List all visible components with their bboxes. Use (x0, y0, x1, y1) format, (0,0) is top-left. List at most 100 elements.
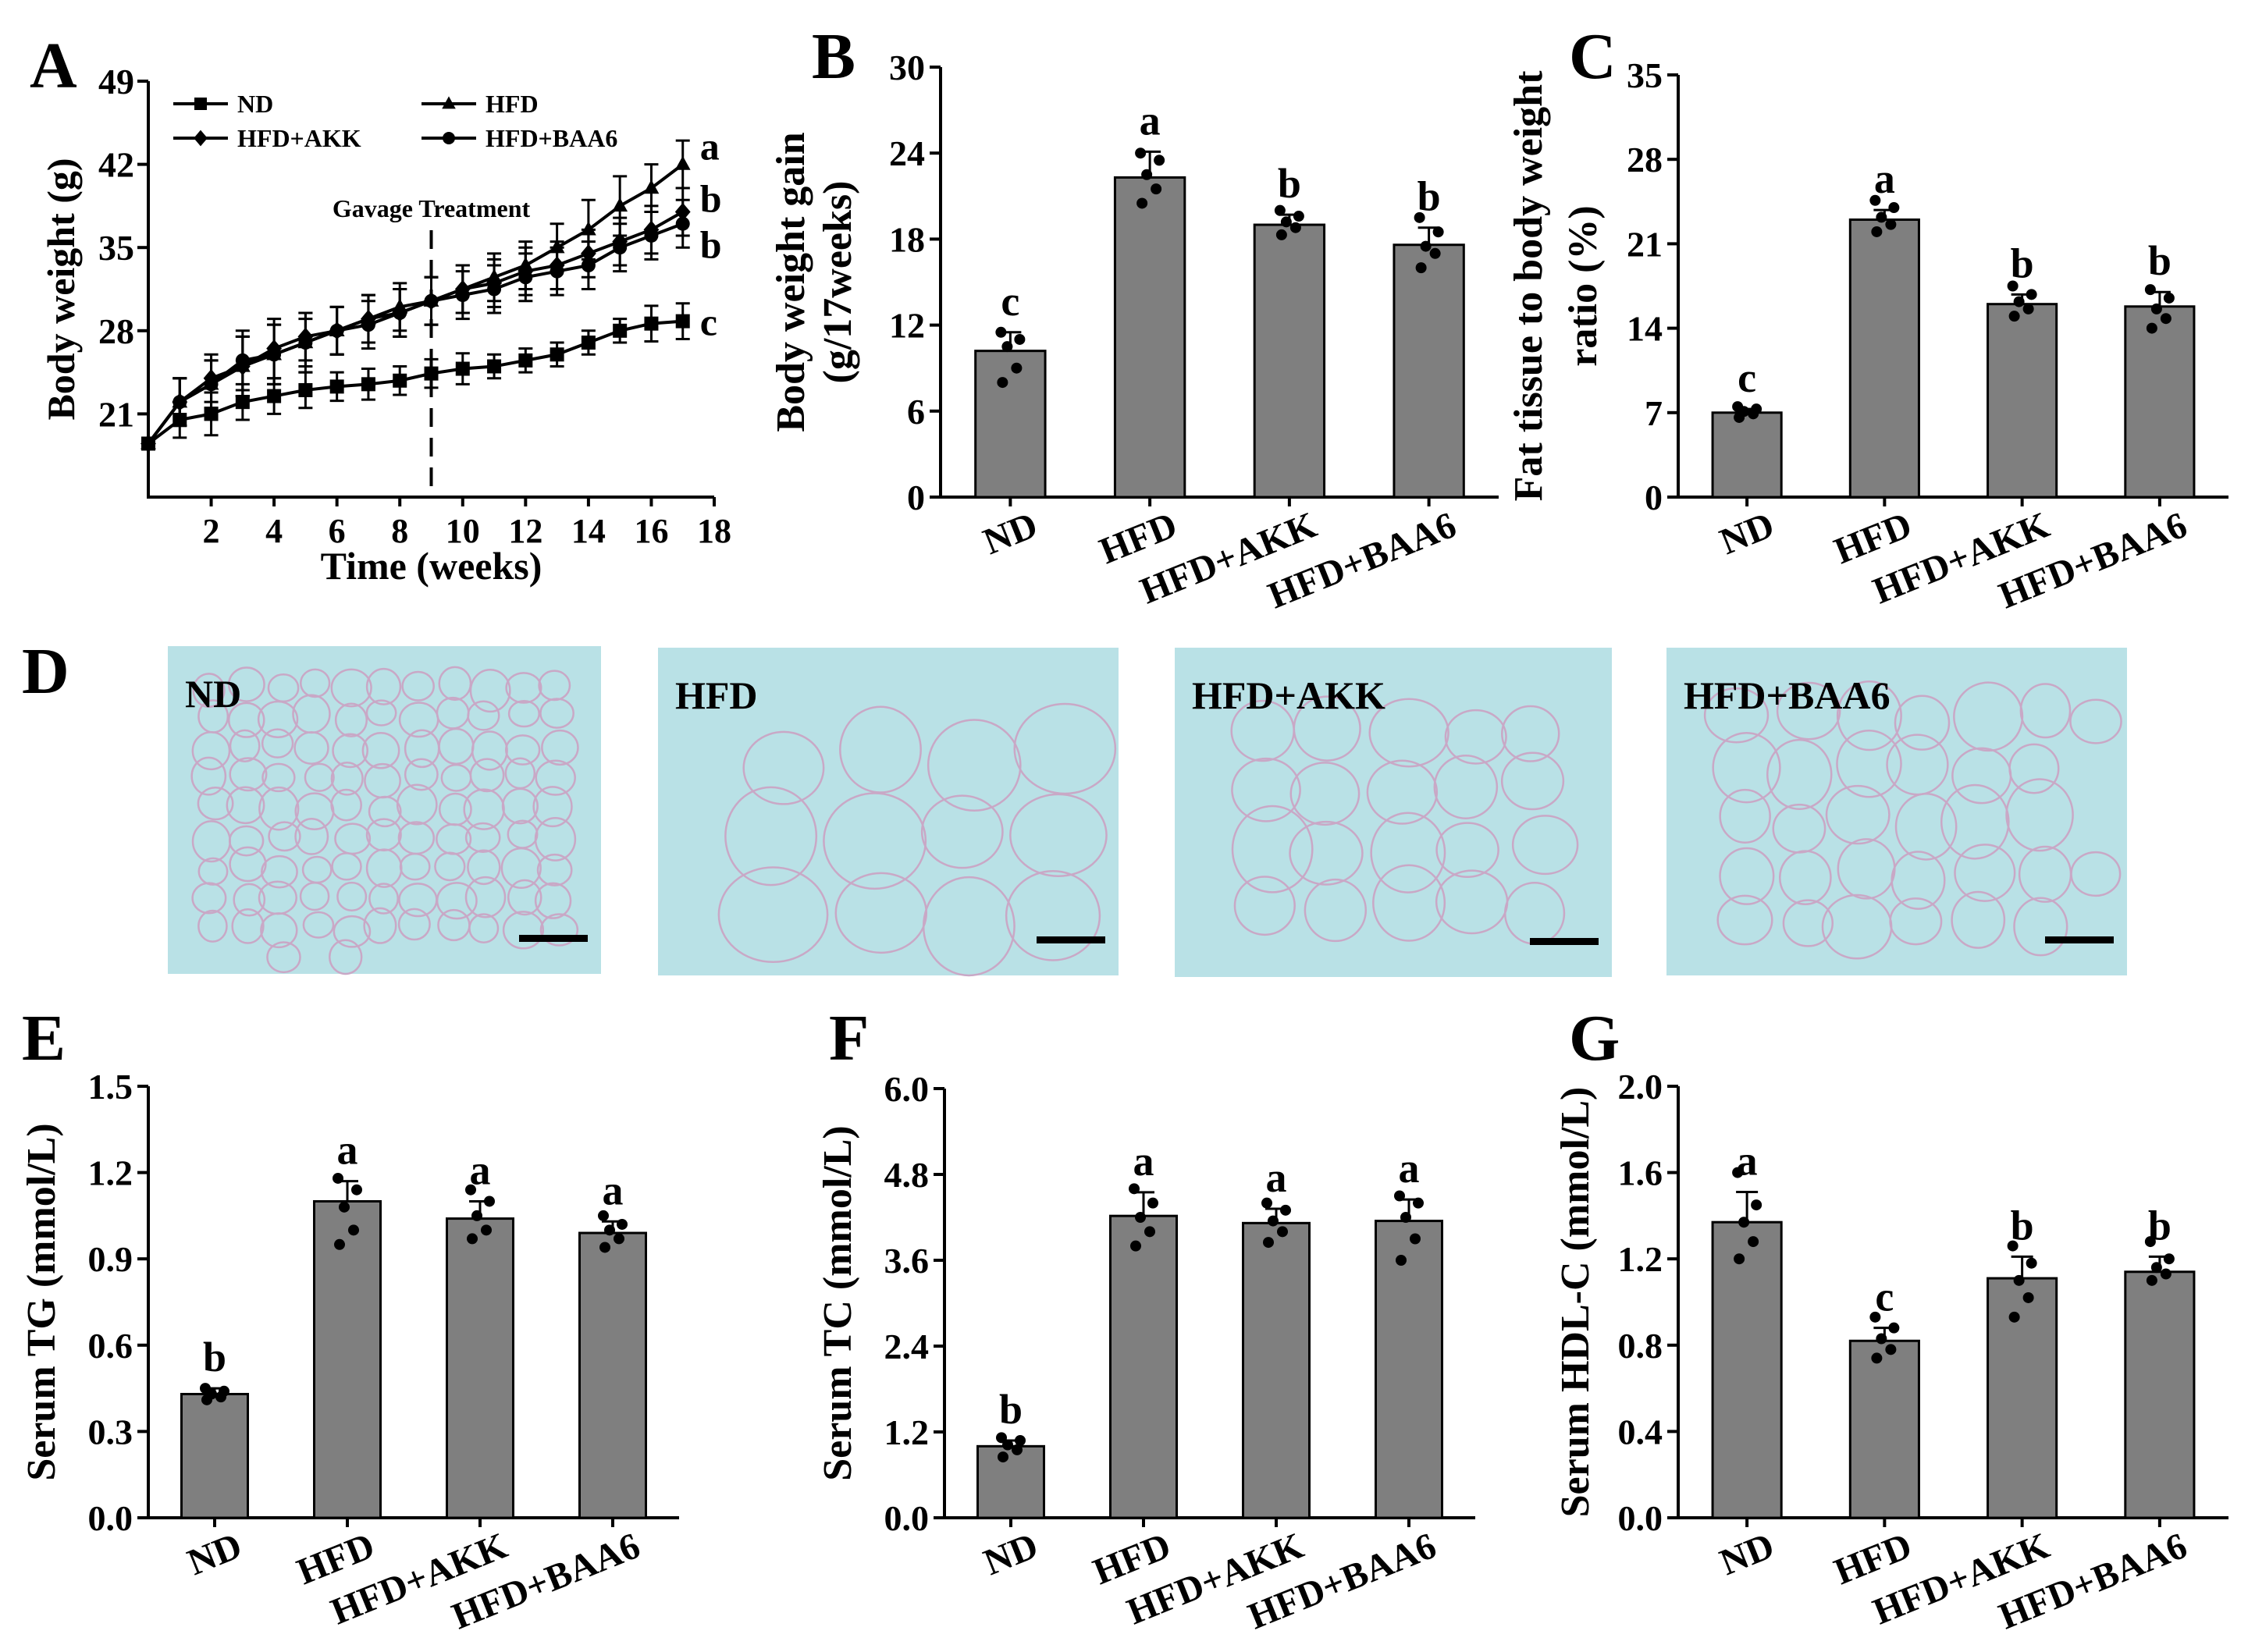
y-tick-label: 21 (1627, 224, 1663, 264)
adipocyte-cell (1703, 687, 1770, 744)
panel-d-histology: ND HFD HFD+AKK HFD+BAA6 (168, 646, 2127, 977)
data-point (2144, 1236, 2156, 1248)
legend-label: HFD+BAA6 (486, 124, 617, 152)
y-tick-label: 2.0 (1618, 1067, 1663, 1107)
adipocyte-cell (1435, 822, 1499, 879)
marker-square (550, 347, 564, 362)
data-point (1277, 1226, 1288, 1238)
y-tick-label: 4.8 (884, 1155, 930, 1195)
category-label: ND (1714, 1525, 1780, 1583)
y-tick-label: 49 (98, 62, 134, 101)
marker-square (675, 314, 690, 329)
adipocyte-cell (396, 783, 438, 826)
adipocyte-cell (268, 821, 301, 852)
y-tick-label: 7 (1645, 393, 1663, 433)
significance-letter: b (1417, 173, 1441, 220)
adipocyte-cell (1894, 792, 1958, 861)
adipocyte-cell (1501, 705, 1560, 762)
data-point (2022, 303, 2034, 314)
marker-circle (204, 377, 219, 392)
significance-letter: a (1133, 1138, 1154, 1185)
data-point (1151, 183, 1162, 195)
adipocyte-cell (539, 698, 574, 729)
adipocyte-cell (365, 667, 402, 705)
marker-square (298, 382, 313, 397)
marker-diamond (194, 130, 208, 147)
adipocyte-cell (229, 729, 261, 763)
adipocyte-cell (464, 822, 501, 853)
marker-square (204, 407, 219, 421)
adipocyte-cell (197, 786, 234, 821)
adipocyte-cell (257, 700, 299, 738)
data-point (1012, 1444, 1023, 1455)
x-tick-label: 12 (508, 512, 542, 550)
adipocyte-cell (331, 852, 362, 881)
adipocyte-cell (1712, 732, 1781, 804)
significance-letter: a (1737, 1137, 1758, 1184)
panel-letter-c: C (1569, 20, 1617, 93)
adipocyte-cell (191, 882, 227, 915)
data-point (351, 1184, 362, 1195)
marker-triangle (674, 155, 691, 170)
data-point (1888, 202, 1900, 214)
data-point (1415, 262, 1427, 274)
adipocyte-cell (1951, 890, 2006, 949)
y-tick-label: 14 (1627, 309, 1663, 349)
adipocyte-cell (231, 908, 265, 944)
panel-c-bar-chart: 0 7 14 21 28 35 Fat tissue to body weight ratio… (1506, 55, 2228, 616)
marker-square (361, 377, 375, 392)
series-hfd-baa6: b (141, 198, 722, 451)
data-point (200, 1383, 211, 1394)
adipocyte-cell (363, 907, 397, 944)
adipocyte-cell (1013, 702, 1117, 795)
data-point (334, 1238, 345, 1250)
bar-hfd (1848, 1339, 1920, 1519)
panel-letter-b: B (812, 20, 855, 93)
adipocyte-cell (1444, 709, 1507, 765)
marker-circle (424, 293, 439, 308)
bar-hfd (1848, 218, 1920, 499)
adipocyte-cell (1372, 864, 1446, 942)
adipocyte-cell (469, 669, 511, 713)
adipocyte-cell (507, 699, 540, 728)
x-tick-label: 8 (391, 512, 408, 550)
marker-square (518, 353, 533, 368)
bar-hfd-baa6 (578, 1231, 647, 1519)
adipocyte-cell (1836, 680, 1902, 751)
panel-letter-d: D (22, 635, 69, 708)
data-point (1014, 333, 1026, 345)
y-tick-label: 28 (98, 311, 134, 351)
marker-square (194, 98, 207, 110)
adipocyte-cell (1894, 695, 1951, 751)
panel-letter-e: E (22, 1002, 66, 1075)
adipocyte-cell (501, 787, 539, 825)
data-point (2146, 1274, 2157, 1286)
adipocyte-cell (228, 825, 265, 857)
adipocyte-cell (1716, 894, 1773, 946)
marker-triangle (442, 96, 456, 109)
bar-hfd-akk (446, 1217, 514, 1519)
adipocyte-cell (1954, 844, 2016, 902)
tissue-background (658, 648, 1119, 975)
data-point (1136, 197, 1148, 209)
significance-letter: b (999, 1386, 1023, 1433)
adipocyte-cell (294, 817, 329, 855)
image-label: HFD+BAA6 (1684, 673, 1891, 717)
scale-bar (519, 935, 588, 942)
data-point (1410, 1233, 1421, 1245)
y-axis-label: Body weight (g) (39, 158, 83, 420)
data-point (2007, 280, 2019, 292)
x-tick-label: 18 (697, 512, 731, 550)
data-point (1147, 1197, 1158, 1209)
marker-triangle (580, 221, 596, 236)
y-axis-label: Serum TG (mmol/L) (20, 1123, 64, 1480)
category-label: ND (182, 1525, 247, 1583)
data-point (2160, 313, 2172, 325)
bar-hfd (1113, 176, 1186, 499)
adipocyte-cell (468, 913, 500, 943)
adipocyte-cell (1825, 784, 1891, 845)
significance-letter: c (1001, 278, 1019, 325)
marker-square (487, 359, 502, 374)
data-point (2146, 322, 2157, 334)
adipocyte-cell (197, 857, 229, 886)
